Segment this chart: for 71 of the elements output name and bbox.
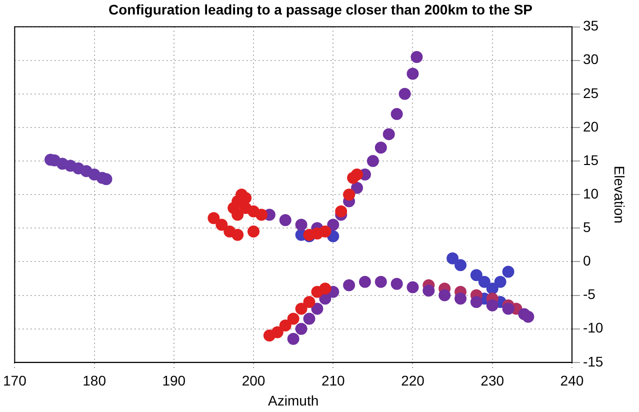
point — [390, 108, 403, 120]
point — [311, 302, 324, 315]
point — [470, 296, 482, 308]
y-tick-label: -5 — [582, 286, 596, 302]
point — [351, 182, 364, 194]
point — [446, 252, 459, 264]
x-tick-label: 240 — [560, 372, 584, 389]
point — [319, 226, 332, 238]
point — [343, 188, 356, 201]
point — [438, 289, 451, 302]
point — [470, 269, 482, 282]
point — [287, 332, 300, 345]
point — [382, 128, 395, 140]
point — [319, 282, 332, 295]
y-tick-label: 25 — [582, 84, 599, 101]
point — [271, 326, 284, 338]
x-axis-title: Azimuth — [268, 392, 319, 408]
y-tick-label: -15 — [582, 353, 604, 370]
point — [366, 155, 379, 168]
point — [303, 312, 316, 325]
point — [358, 276, 371, 288]
point — [502, 266, 514, 278]
point — [351, 168, 364, 180]
point — [406, 68, 419, 80]
y-tick-label: 35 — [582, 18, 599, 34]
point — [255, 208, 268, 221]
point — [522, 310, 534, 323]
point — [248, 226, 260, 238]
x-tick-label: 190 — [162, 372, 186, 389]
point — [216, 218, 228, 231]
chart-title: Configuration leading to a passage closer than 200km to the SP — [108, 1, 532, 18]
point — [374, 142, 387, 154]
point — [454, 259, 467, 272]
point — [327, 218, 340, 231]
point — [390, 278, 403, 290]
point — [374, 276, 387, 288]
y-axis-title: Elevation — [612, 166, 628, 224]
x-tick-label: 230 — [480, 372, 504, 389]
x-tick-label: 220 — [401, 372, 425, 389]
point — [279, 319, 292, 332]
point — [398, 88, 411, 100]
y-tick-label: -10 — [582, 320, 604, 336]
y-tick-label: 15 — [582, 152, 599, 168]
point — [232, 208, 244, 221]
point — [478, 276, 490, 288]
point — [486, 299, 498, 312]
point — [232, 228, 244, 241]
point — [454, 292, 467, 305]
y-tick-label: 20 — [582, 118, 599, 134]
y-tick-label: 10 — [582, 185, 599, 202]
x-tick-label: 200 — [242, 372, 266, 389]
point — [422, 284, 435, 297]
point — [410, 51, 423, 64]
y-tick-label: 0 — [582, 252, 591, 269]
point — [295, 322, 308, 335]
point — [335, 205, 348, 218]
x-tick-label: 180 — [82, 372, 106, 389]
point — [343, 279, 356, 292]
point — [208, 212, 220, 224]
point — [295, 218, 308, 231]
point — [502, 302, 514, 315]
point — [279, 214, 292, 226]
x-tick-label: 170 — [3, 372, 27, 389]
point — [295, 302, 308, 315]
point — [303, 296, 316, 308]
y-tick-label: 30 — [582, 51, 599, 68]
point — [287, 312, 300, 325]
x-tick-label: 210 — [321, 372, 346, 389]
point — [494, 276, 506, 288]
point — [406, 281, 419, 294]
y-tick-label: 5 — [582, 219, 591, 236]
